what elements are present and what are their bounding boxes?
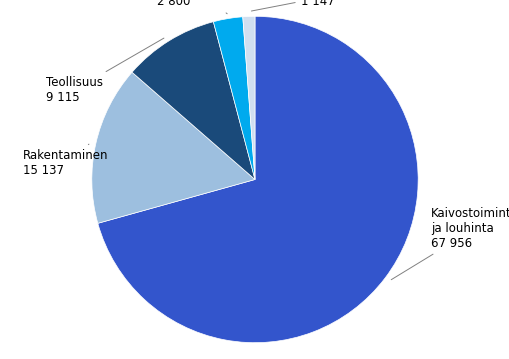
Text: Palvelut ja
kotitaloudet
2 800: Palvelut ja kotitaloudet 2 800 [157,0,228,14]
Wedge shape [98,16,417,343]
Wedge shape [92,72,254,223]
Text: Teollisuus
9 115: Teollisuus 9 115 [46,38,163,104]
Wedge shape [132,22,254,180]
Text: Rakentaminen
15 137: Rakentaminen 15 137 [23,144,108,177]
Wedge shape [213,17,254,180]
Text: Sähkö-, kaasu-, lämpö- ja
ilmastointihuolto
1 147: Sähkö-, kaasu-, lämpö- ja ilmastointihuo… [251,0,450,11]
Wedge shape [242,16,254,180]
Text: Kaivostoiminta
ja louhinta
67 956: Kaivostoiminta ja louhinta 67 956 [390,207,509,280]
